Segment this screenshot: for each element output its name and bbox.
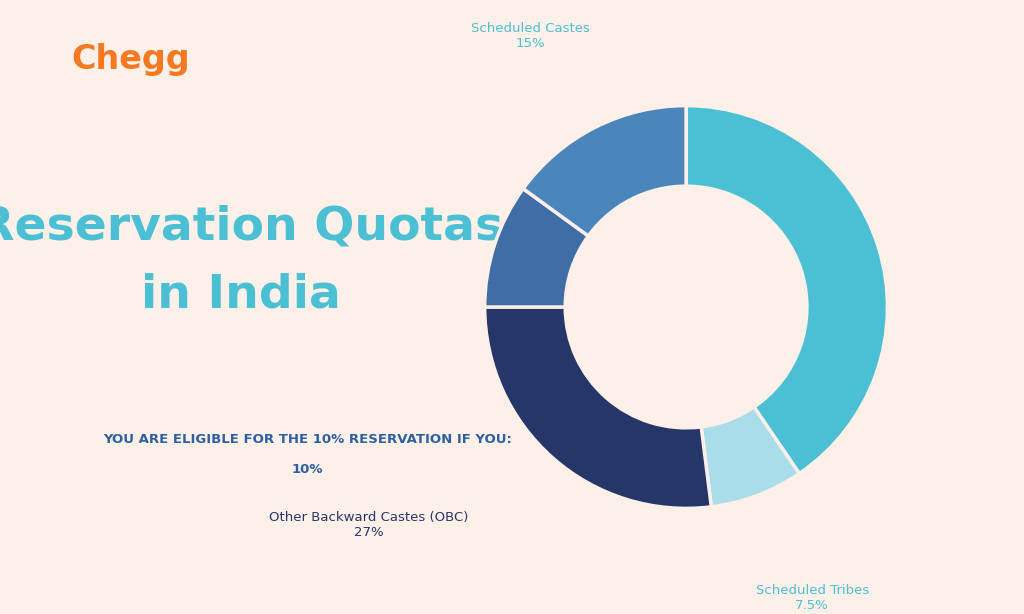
Wedge shape — [686, 106, 888, 473]
Text: in India: in India — [140, 272, 341, 317]
Wedge shape — [701, 407, 800, 507]
Text: Chegg: Chegg — [72, 43, 190, 76]
Wedge shape — [484, 307, 712, 508]
Text: YOU ARE ELIGIBLE FOR THE 10% RESERVATION IF YOU:: YOU ARE ELIGIBLE FOR THE 10% RESERVATION… — [102, 432, 512, 446]
Text: 10%: 10% — [292, 463, 323, 476]
Text: Reservation Quotas: Reservation Quotas — [0, 204, 503, 250]
Wedge shape — [484, 188, 589, 307]
Text: Other Backward Castes (OBC)
27%: Other Backward Castes (OBC) 27% — [269, 511, 469, 538]
Text: Scheduled Castes
15%: Scheduled Castes 15% — [471, 22, 590, 50]
Wedge shape — [523, 106, 686, 236]
Text: Scheduled Tribes
7.5%: Scheduled Tribes 7.5% — [756, 584, 868, 612]
